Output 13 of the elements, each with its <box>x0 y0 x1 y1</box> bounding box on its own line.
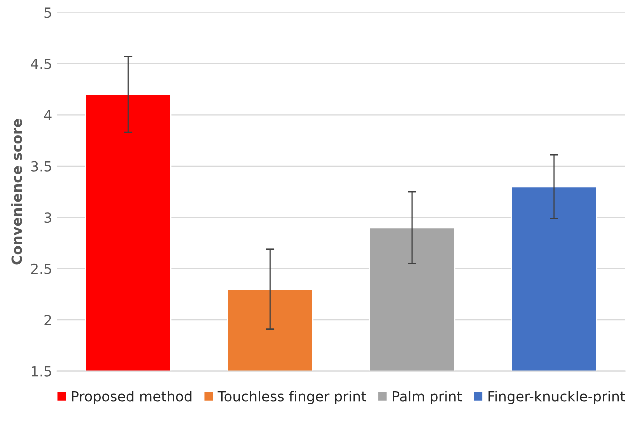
legend-label: Palm print <box>393 391 462 404</box>
y-tick-label: 3.5 <box>32 161 52 172</box>
y-axis-title: Convenience score <box>11 119 22 265</box>
legend-label: Finger-knuckle-print <box>488 391 626 404</box>
y-tick-label: 3 <box>44 212 52 224</box>
y-tick-label: 2 <box>44 315 52 326</box>
y-tick-label: 2.5 <box>31 264 52 274</box>
y-tick-label: 1.5 <box>32 366 52 377</box>
y-tick-label: 4 <box>44 110 52 120</box>
y-tick-label: 4.5 <box>31 59 52 70</box>
y-tick-label: 5 <box>44 8 52 18</box>
legend-label: Proposed method <box>72 391 192 404</box>
legend-label: Touchless finger print <box>218 391 366 404</box>
